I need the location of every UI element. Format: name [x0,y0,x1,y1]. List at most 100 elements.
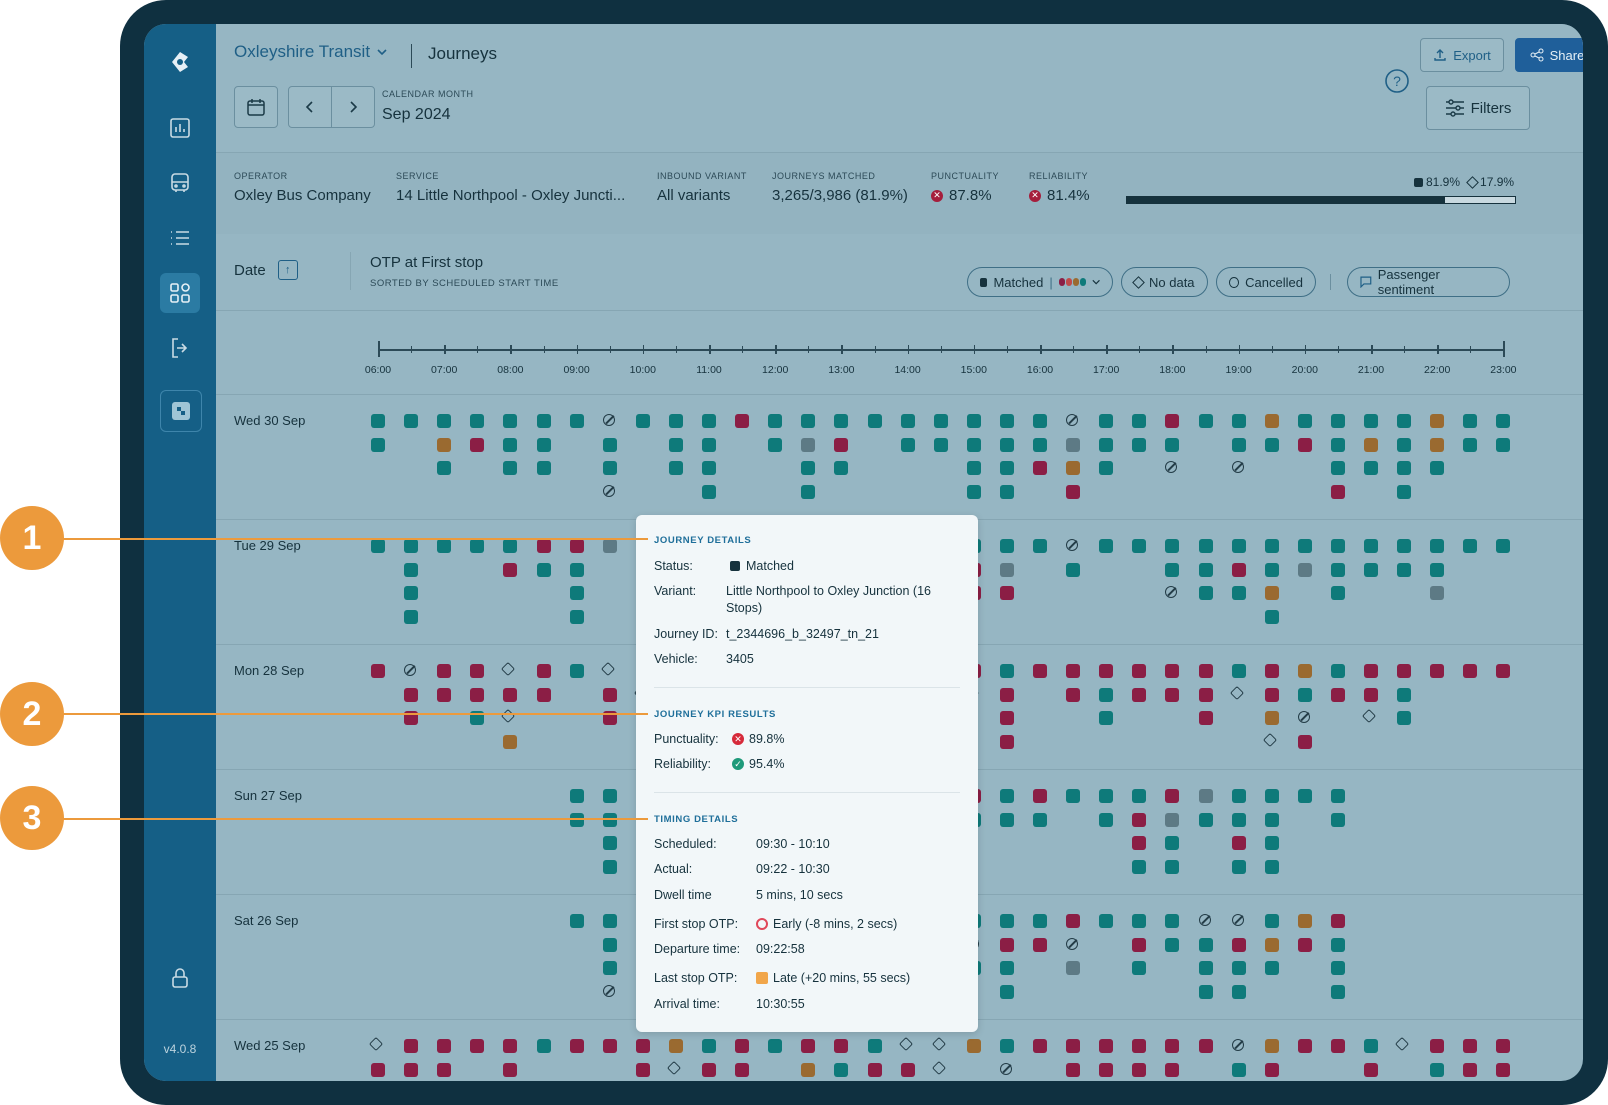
journey-cell[interactable] [1066,664,1081,678]
journey-cell[interactable] [1229,685,1244,700]
journey-cell[interactable] [536,1039,551,1053]
journey-cell[interactable] [1430,539,1445,553]
journey-cell[interactable] [1264,789,1279,803]
journey-cell[interactable] [501,708,516,724]
journey-cell[interactable] [834,437,849,452]
journey-cell[interactable] [999,664,1014,678]
journey-cell[interactable] [1198,1039,1213,1053]
journey-cell[interactable] [503,734,518,749]
journey-cell[interactable] [1430,461,1445,475]
journey-cell[interactable] [966,484,981,499]
journey-cell[interactable] [768,437,783,452]
journey-cell[interactable] [1361,708,1377,724]
journey-cell[interactable] [1330,414,1345,428]
journey-cell[interactable] [1397,711,1412,725]
journey-cell[interactable] [1330,562,1345,577]
journey-cell[interactable] [635,1039,650,1053]
journey-cell[interactable] [1430,1062,1445,1077]
journey-cell[interactable] [1430,437,1445,452]
journey-cell[interactable] [1033,461,1047,475]
journey-cell[interactable] [569,414,584,428]
journey-cell[interactable] [702,1062,716,1077]
journey-cell[interactable] [1033,414,1047,428]
journey-cell[interactable] [1066,961,1081,975]
journey-cell[interactable] [569,914,584,928]
journey-cell[interactable] [1231,961,1246,975]
journey-cell[interactable] [999,789,1014,803]
journey-cell[interactable] [1231,859,1246,874]
journey-cell[interactable] [668,461,683,475]
journey-cell[interactable] [1198,789,1213,803]
journey-cell[interactable] [1264,687,1279,702]
journey-cell[interactable] [635,414,650,428]
journey-cell[interactable] [999,1062,1012,1075]
journey-cell[interactable] [702,484,716,499]
journey-cell[interactable] [1330,437,1345,452]
journey-cell[interactable] [1231,1062,1246,1077]
journey-cell[interactable] [602,437,617,452]
journey-cell[interactable] [1397,562,1412,577]
journey-cell[interactable] [371,414,385,428]
journey-cell[interactable] [371,539,385,553]
journey-cell[interactable] [602,461,617,475]
journey-cell[interactable] [1264,812,1279,827]
journey-cell[interactable] [602,859,617,874]
journey-cell[interactable] [1132,914,1147,928]
journey-cell[interactable] [1364,664,1378,678]
journey-cell[interactable] [1364,414,1378,428]
journey-cell[interactable] [1066,789,1081,803]
journey-cell[interactable] [404,539,419,553]
matched-pill[interactable]: Matched | [967,267,1113,297]
journey-cell[interactable] [1165,562,1180,577]
journey-cell[interactable] [702,461,716,475]
journey-cell[interactable] [1297,539,1312,553]
journey-cell[interactable] [768,414,783,428]
journey-cell[interactable] [1198,914,1211,926]
journey-cell[interactable] [1099,414,1114,428]
journey-cell[interactable] [503,687,518,702]
journey-cell[interactable] [931,1060,946,1075]
journey-cell[interactable] [999,484,1014,499]
journey-cell[interactable] [900,437,915,452]
org-selector[interactable]: Oxleyshire Transit [234,42,388,62]
journey-cell[interactable] [1297,734,1312,749]
journey-cell[interactable] [602,484,615,497]
journey-cell[interactable] [503,437,518,452]
journey-cell[interactable] [1231,664,1246,678]
journey-cell[interactable] [1264,1039,1279,1053]
journey-cell[interactable] [501,661,516,677]
journey-cell[interactable] [801,414,816,428]
journey-cell[interactable] [602,789,617,803]
journey-cell[interactable] [1132,664,1147,678]
journey-cell[interactable] [1430,1039,1445,1053]
journey-cell[interactable] [1231,437,1246,452]
journey-cell[interactable] [437,687,452,702]
journey-cell[interactable] [602,836,617,850]
journey-cell[interactable] [371,437,385,452]
journey-cell[interactable] [1264,711,1279,725]
journey-cell[interactable] [404,1039,419,1053]
prev-month-button[interactable] [288,86,332,128]
journey-cell[interactable] [1165,586,1178,598]
journey-cell[interactable] [1132,961,1147,975]
journey-cell[interactable] [602,414,615,426]
journey-cell[interactable] [404,586,419,600]
journey-cell[interactable] [1330,484,1345,499]
journey-cell[interactable] [1231,937,1246,952]
journey-cell[interactable] [1066,1062,1081,1077]
journey-cell[interactable] [999,414,1014,428]
calendar-button[interactable] [234,86,278,128]
journey-cell[interactable] [470,1039,485,1053]
journey-cell[interactable] [966,461,981,475]
journey-cell[interactable] [569,539,584,553]
journey-cell[interactable] [668,437,683,452]
journey-cell[interactable] [867,1062,882,1077]
journey-cell[interactable] [1364,461,1378,475]
journey-cell[interactable] [1132,539,1147,553]
journey-cell[interactable] [801,461,816,475]
journey-cell[interactable] [1364,539,1378,553]
journey-cell[interactable] [1231,539,1246,553]
journey-cell[interactable] [1496,1062,1511,1077]
journey-cell[interactable] [1264,961,1279,975]
journey-cell[interactable] [1297,711,1310,723]
